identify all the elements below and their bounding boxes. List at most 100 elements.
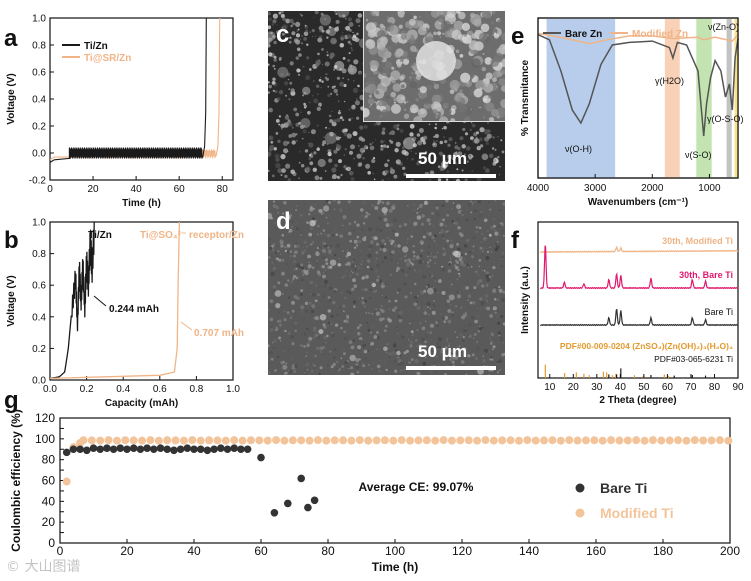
panel-label-e: e (511, 23, 524, 50)
point-modified-ti (598, 436, 607, 445)
sem-grain (268, 84, 272, 89)
sem-grain (291, 31, 296, 36)
sem-grain (492, 77, 497, 83)
series-line-bare-ti (539, 308, 739, 327)
sem-grain (452, 260, 456, 265)
point-modified-ti (715, 436, 724, 445)
sem-grain (497, 310, 499, 313)
point-bare-ti (123, 445, 131, 454)
sem-grain (471, 170, 474, 172)
sem-grain (316, 124, 319, 127)
sem-grain (358, 162, 363, 167)
sem-grain (289, 123, 293, 127)
sem-grain (344, 319, 349, 324)
sem-grain (277, 66, 289, 78)
sem-grain (501, 150, 505, 154)
sem-grain (342, 224, 344, 227)
sem-grain (304, 203, 307, 206)
sem-grain (291, 132, 296, 138)
x-tick-label: 60 (174, 184, 186, 195)
sem-grain (496, 360, 499, 363)
sem-grain (415, 98, 419, 102)
annotation-zno: ν(Zn-O) (708, 22, 739, 32)
sem-grain (413, 302, 418, 307)
sem-grain (415, 152, 417, 155)
sem-grain (498, 285, 501, 289)
sem-grain (417, 26, 427, 36)
sem-grain (382, 144, 387, 148)
sem-grain (374, 49, 376, 51)
sem-grain (396, 62, 402, 68)
sem-grain (487, 349, 491, 354)
point-modified-ti (657, 436, 666, 445)
sem-grain (449, 244, 454, 249)
sem-grain (390, 91, 396, 98)
sem-grain (326, 54, 329, 57)
sem-grain (313, 326, 317, 330)
sem-grain (398, 315, 402, 320)
x-axis-title: Wavenumbers (cm⁻¹) (588, 197, 688, 208)
sem-grain (335, 12, 338, 15)
sem-grain (386, 283, 390, 286)
sem-grain (474, 201, 476, 203)
sem-grain (339, 256, 342, 258)
sem-grain (352, 131, 358, 137)
point-modified-ti (104, 436, 113, 445)
sem-grain (451, 314, 455, 317)
sem-grain (272, 89, 275, 92)
sem-grain (473, 333, 477, 336)
sem-grain (490, 21, 495, 25)
sem-grain (345, 273, 347, 275)
y-axis-title: Intensity (a.u.) (520, 266, 531, 334)
sem-grain (287, 331, 291, 335)
sem-grain (468, 40, 479, 51)
sem-grain (356, 272, 359, 276)
sem-grain (408, 339, 410, 341)
sem-grain (462, 127, 466, 132)
sem-grain (339, 208, 343, 213)
sem-grain (445, 178, 449, 181)
sem-grain (355, 358, 360, 363)
sem-grain (394, 306, 398, 310)
sem-grain (408, 239, 411, 242)
sem-grain (270, 140, 274, 144)
ref-label-pdf1: PDF#00-009-0204 (ZnSO₄)(Zn(OH)₂)₃(H₂O)₄ (560, 341, 733, 351)
sem-grain (338, 109, 341, 112)
sem-grain (374, 139, 377, 141)
sem-grain (310, 129, 316, 135)
scale-label-d: 50 μm (418, 342, 468, 361)
sem-grain (314, 35, 317, 38)
sem-grain (417, 270, 421, 274)
sem-grain (313, 98, 319, 104)
sem-grain (279, 253, 281, 255)
x-tick-label: 180 (653, 544, 673, 558)
sem-grain (459, 136, 464, 141)
sem-grain (498, 334, 501, 337)
sem-grain (496, 86, 498, 88)
sem-grain (370, 220, 372, 222)
sem-grain (355, 362, 359, 367)
sem-grain (308, 336, 313, 341)
sem-grain (391, 205, 396, 210)
sem-grain (397, 262, 399, 265)
sem-grain (279, 59, 281, 61)
sem-grain (299, 233, 302, 236)
sem-grain (303, 269, 307, 274)
x-tick-label: 50 (638, 382, 650, 393)
sem-grain (443, 105, 447, 109)
sem-grain (430, 11, 440, 18)
sem-grain (445, 225, 447, 227)
sem-grain (349, 354, 356, 362)
sem-grain (474, 138, 480, 144)
sem-grain (433, 31, 437, 36)
point-modified-ti (280, 436, 289, 445)
sem-grain (438, 364, 440, 366)
sem-grain (475, 29, 477, 31)
series-line-modified-30th (539, 245, 739, 254)
sem-grain (335, 19, 340, 24)
sem-grain (398, 311, 403, 315)
sem-grain (453, 243, 454, 245)
sem-grain (375, 242, 380, 246)
sem-grain (430, 118, 432, 120)
sem-grain (482, 166, 486, 170)
